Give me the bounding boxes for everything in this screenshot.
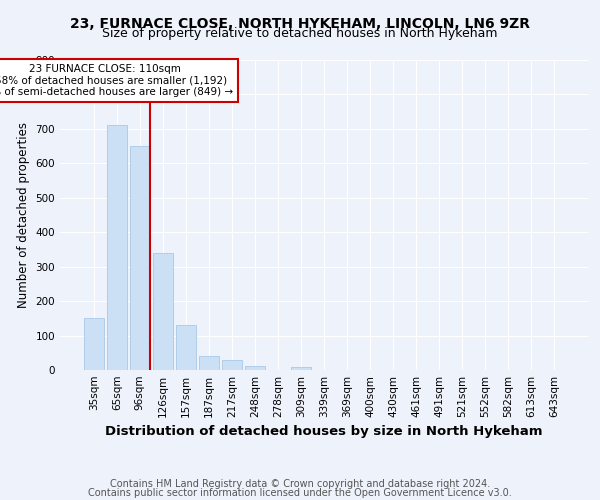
Text: Contains public sector information licensed under the Open Government Licence v3: Contains public sector information licen… bbox=[88, 488, 512, 498]
Text: Size of property relative to detached houses in North Hykeham: Size of property relative to detached ho… bbox=[102, 28, 498, 40]
Bar bbox=[222, 360, 242, 370]
Bar bbox=[153, 253, 173, 370]
Bar bbox=[291, 366, 311, 370]
Bar bbox=[199, 356, 218, 370]
Text: Contains HM Land Registry data © Crown copyright and database right 2024.: Contains HM Land Registry data © Crown c… bbox=[110, 479, 490, 489]
Y-axis label: Number of detached properties: Number of detached properties bbox=[17, 122, 30, 308]
Text: 23 FURNACE CLOSE: 110sqm
← 58% of detached houses are smaller (1,192)
41% of sem: 23 FURNACE CLOSE: 110sqm ← 58% of detach… bbox=[0, 64, 233, 98]
Bar bbox=[130, 146, 149, 370]
Bar bbox=[84, 318, 104, 370]
Bar bbox=[107, 126, 127, 370]
Text: 23, FURNACE CLOSE, NORTH HYKEHAM, LINCOLN, LN6 9ZR: 23, FURNACE CLOSE, NORTH HYKEHAM, LINCOL… bbox=[70, 18, 530, 32]
Bar bbox=[245, 366, 265, 370]
X-axis label: Distribution of detached houses by size in North Hykeham: Distribution of detached houses by size … bbox=[105, 426, 543, 438]
Bar bbox=[176, 325, 196, 370]
